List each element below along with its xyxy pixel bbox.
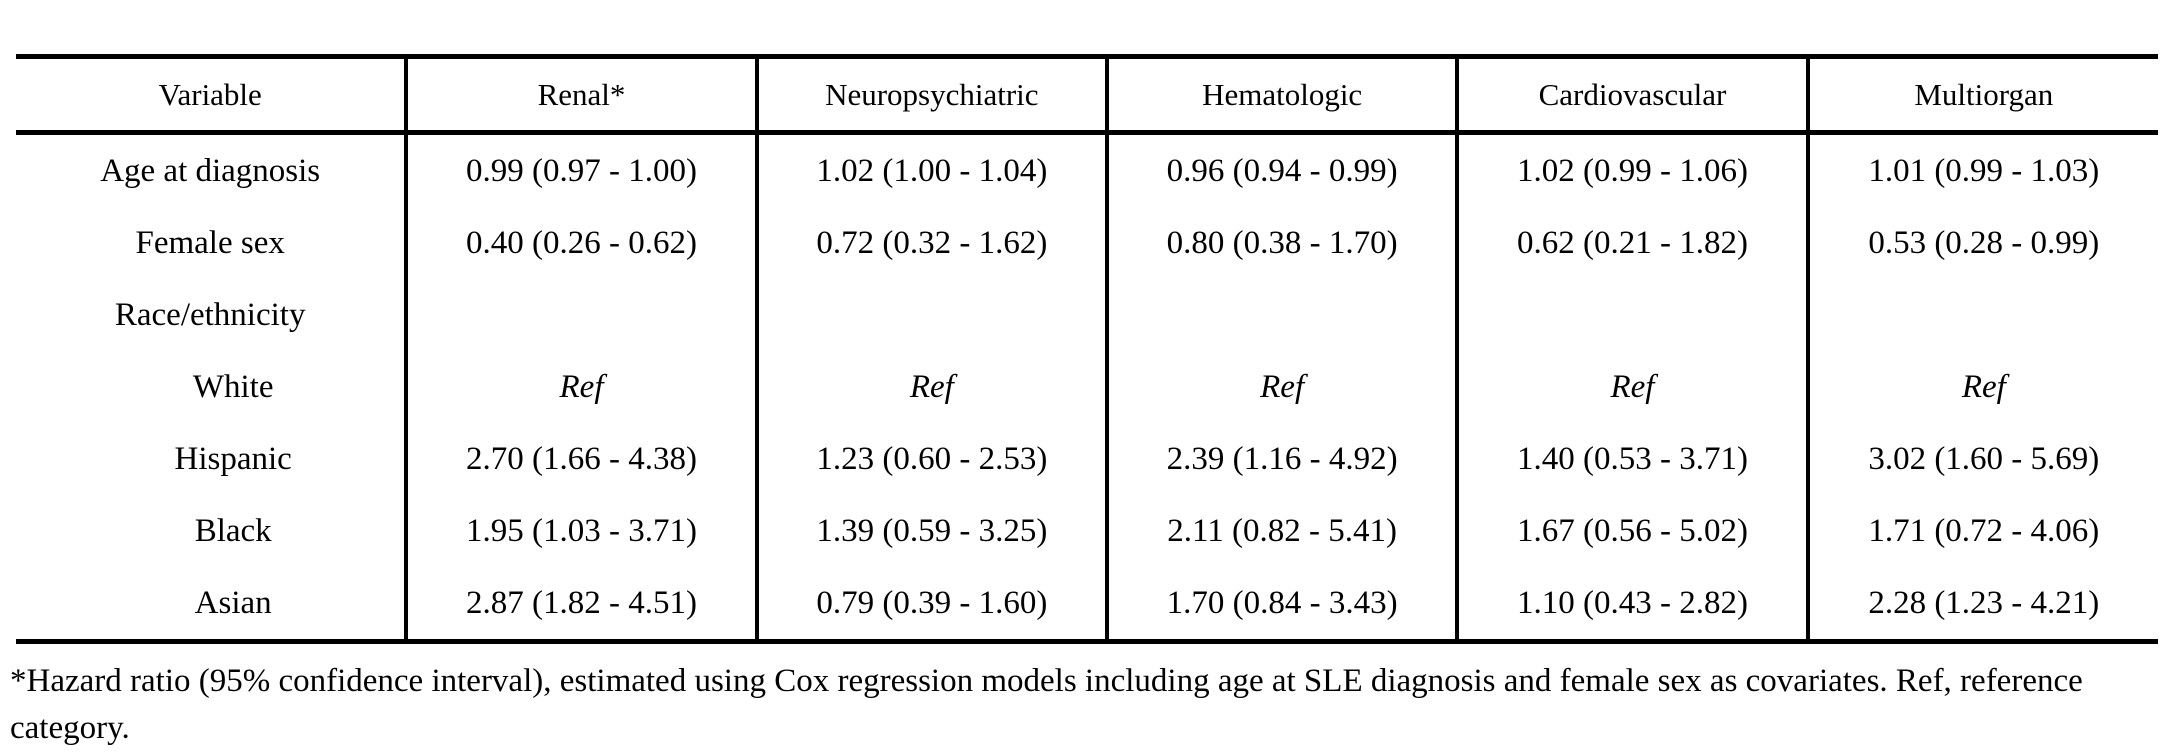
table-row-female-sex: Female sex 0.40 (0.26 - 0.62) 0.72 (0.32… — [16, 207, 2158, 279]
table-cell: 1.02 (0.99 - 1.06) — [1455, 132, 1808, 207]
table-row-hispanic: Hispanic 2.70 (1.66 - 4.38) 1.23 (0.60 -… — [16, 423, 2158, 495]
header-row: Variable Renal* Neuropsychiatric Hematol… — [16, 56, 2158, 135]
table-cell: 1.10 (0.43 - 2.82) — [1455, 567, 1808, 642]
table-cell: 1.71 (0.72 - 4.06) — [1805, 495, 2158, 567]
row-label: Hispanic — [174, 440, 292, 477]
table-cell — [754, 279, 1107, 351]
column-header-neuropsychiatric: Neuropsychiatric — [754, 56, 1107, 135]
table-cell: 2.39 (1.16 - 4.92) — [1104, 423, 1458, 495]
table-cell: 0.72 (0.32 - 1.62) — [754, 207, 1107, 279]
table-cell: 0.62 (0.21 - 1.82) — [1455, 207, 1808, 279]
row-label: Asian — [194, 584, 272, 621]
table-cell: 1.67 (0.56 - 5.02) — [1455, 495, 1808, 567]
table-cell: 1.02 (1.00 - 1.04) — [754, 132, 1107, 207]
table-cell: 1.40 (0.53 - 3.71) — [1455, 423, 1808, 495]
table-cell: 1.95 (1.03 - 3.71) — [404, 495, 757, 567]
table-cell: 0.79 (0.39 - 1.60) — [754, 567, 1107, 642]
table-cell: 0.99 (0.97 - 1.00) — [404, 132, 757, 207]
table-row-race-ethnicity: Race/ethnicity — [16, 279, 2158, 351]
table-cell: 0.53 (0.28 - 0.99) — [1805, 207, 2158, 279]
table-cell: 0.40 (0.26 - 0.62) — [404, 207, 757, 279]
table-cell — [1104, 279, 1458, 351]
table-row-age-at-diagnosis: Age at diagnosis 0.99 (0.97 - 1.00) 1.02… — [16, 132, 2158, 207]
table-cell — [1805, 279, 2158, 351]
table-cell: 1.23 (0.60 - 2.53) — [754, 423, 1107, 495]
table-cell: 0.80 (0.38 - 1.70) — [1104, 207, 1458, 279]
row-label: Female sex — [135, 224, 285, 261]
table-cell — [1455, 279, 1808, 351]
table-cell: Ref — [404, 351, 757, 423]
table-cell: 2.28 (1.23 - 4.21) — [1805, 567, 2158, 642]
table-cell: Ref — [1104, 351, 1458, 423]
table-cell: 2.87 (1.82 - 4.51) — [404, 567, 757, 642]
column-header-renal: Renal* — [404, 56, 757, 135]
table-row-asian: Asian 2.87 (1.82 - 4.51) 0.79 (0.39 - 1.… — [16, 567, 2158, 642]
column-header-variable: Variable — [16, 56, 407, 135]
row-label: Age at diagnosis — [100, 152, 321, 189]
table-row-white: White Ref Ref Ref Ref Ref — [16, 351, 2158, 423]
table-cell: 1.01 (0.99 - 1.03) — [1805, 132, 2158, 207]
table-footnote: *Hazard ratio (95% confidence interval),… — [10, 663, 2083, 746]
table-cell: 3.02 (1.60 - 5.69) — [1805, 423, 2158, 495]
table-cell: Ref — [754, 351, 1107, 423]
table-cell: Ref — [1455, 351, 1808, 423]
table-cell: 1.70 (0.84 - 3.43) — [1104, 567, 1458, 642]
row-label: White — [192, 368, 274, 405]
column-header-multiorgan: Multiorgan — [1805, 56, 2158, 135]
table-row-black: Black 1.95 (1.03 - 3.71) 1.39 (0.59 - 3.… — [16, 495, 2158, 567]
row-label: Race/ethnicity — [114, 296, 306, 333]
column-header-hematologic: Hematologic — [1104, 56, 1458, 135]
table-cell: 1.39 (0.59 - 3.25) — [754, 495, 1107, 567]
hazard-ratio-table: Variable Renal* Neuropsychiatric Hematol… — [16, 54, 2158, 644]
table-cell: 2.70 (1.66 - 4.38) — [404, 423, 757, 495]
column-header-cardiovascular: Cardiovascular — [1455, 56, 1808, 135]
table-cell — [404, 279, 757, 351]
row-label: Black — [194, 512, 272, 549]
table-cell: 0.96 (0.94 - 0.99) — [1104, 132, 1458, 207]
table-cell: Ref — [1805, 351, 2158, 423]
table-cell: 2.11 (0.82 - 5.41) — [1104, 495, 1458, 567]
